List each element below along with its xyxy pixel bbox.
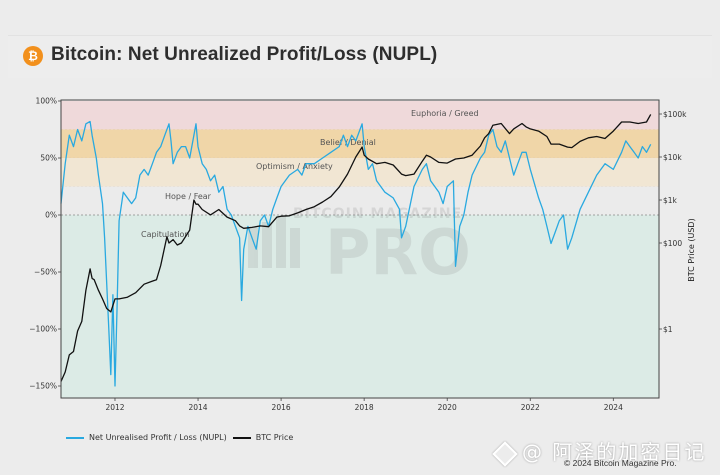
x-tick-label: 2022	[521, 403, 540, 412]
y-right-tick-label: $1k	[663, 196, 678, 205]
chart-watermark: BITCOIN MAGAZINE PRO	[248, 206, 471, 289]
legend-swatch-btc-price	[232, 436, 251, 439]
y-left-tick-label: 0%	[45, 211, 57, 220]
legend-swatch-nupl	[66, 436, 84, 439]
nupl-line	[60, 120, 652, 387]
x-tick-label: 2020	[438, 403, 457, 412]
watermark-line2: PRO	[325, 216, 471, 289]
x-tick-label: 2014	[188, 403, 207, 412]
copyright-text: © 2024 Bitcoin Magazine Pro.	[564, 458, 677, 468]
band-label: Optimism / Anxiety	[256, 162, 333, 171]
social-watermark-text: @ 阿泽的加密日记	[522, 440, 707, 464]
band-labels: Euphoria / Greed Belief / Denial Optimism …	[141, 109, 479, 239]
x-tick-label: 2012	[105, 403, 124, 412]
y-left-tick-label: −50%	[34, 268, 57, 277]
y-right-tick-label: $1	[663, 325, 673, 334]
series-lines	[60, 114, 652, 387]
chart-legend: Net Unrealised Profit / Loss (NUPL) BTC …	[66, 433, 293, 442]
legend-item-nupl[interactable]: Net Unrealised Profit / Loss (NUPL)	[66, 433, 227, 442]
watermark-bar	[248, 228, 258, 268]
band-label: Euphoria / Greed	[411, 109, 479, 118]
band-label: Capitulation	[141, 230, 189, 239]
diamond-logo-icon	[492, 440, 518, 467]
page-title: Bitcoin: Net Unrealized Profit/Loss (NUP…	[51, 44, 438, 65]
band-hope-fear	[61, 186, 659, 215]
y-right-tick-label: $100k	[663, 110, 687, 119]
x-axis: 2012 2014 2016 2018 2020 2022 2024	[105, 398, 623, 412]
legend-label-btc-price: BTC Price	[255, 433, 294, 442]
band-label: Belief / Denial	[320, 138, 376, 147]
watermark-line1: BITCOIN MAGAZINE	[293, 206, 462, 222]
legend-label-nupl: Net Unrealised Profit / Loss (NUPL)	[89, 433, 227, 442]
y-left-tick-label: 50%	[40, 154, 57, 163]
y-axis-left: 100% 50% 0% −50% −100% −150%	[29, 97, 61, 391]
y-axis-right-title: BTC Price (USD)	[687, 218, 696, 281]
y-left-tick-label: 100%	[36, 97, 57, 106]
y-left-tick-label: −150%	[29, 382, 57, 391]
btc-price-line	[60, 114, 652, 382]
band-euphoria-greed	[61, 101, 659, 130]
legend-item-btc-price[interactable]: BTC Price	[232, 433, 294, 442]
plot-frame	[60, 99, 660, 399]
watermark-bar	[276, 216, 286, 268]
watermark-bar	[290, 228, 300, 268]
watermark-bar	[262, 222, 272, 268]
x-tick-label: 2018	[355, 403, 374, 412]
x-tick-label: 2016	[272, 403, 291, 412]
x-tick-label: 2024	[604, 403, 623, 412]
social-watermark: @ 阿泽的加密日记	[492, 436, 707, 467]
y-axis-right: $100k $10k $1k $100 $1	[659, 110, 687, 334]
y-left-tick-label: −100%	[29, 325, 57, 334]
y-right-tick-label: $10k	[663, 153, 682, 162]
band-optimism-anxiety	[61, 158, 659, 187]
band-capitulation	[61, 215, 659, 398]
bitcoin-icon: ₿	[23, 46, 43, 66]
chart-header: ₿ Bitcoin: Net Unrealized Profit/Loss (N…	[8, 35, 712, 78]
y-right-tick-label: $100	[663, 239, 682, 248]
band-label: Hope / Fear	[165, 192, 212, 201]
